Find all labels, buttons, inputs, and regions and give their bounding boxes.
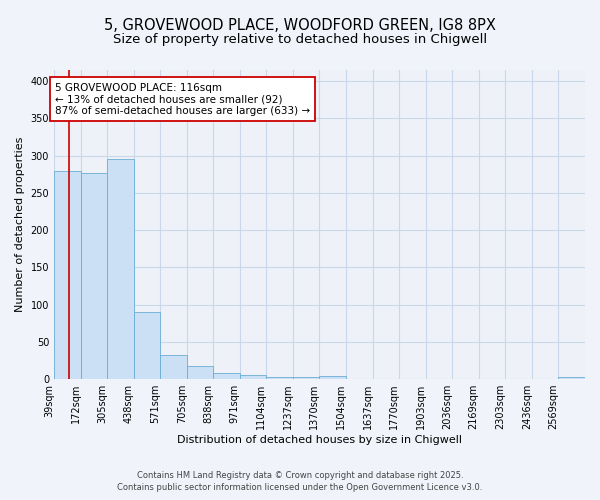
- Bar: [293, 377, 319, 379]
- Bar: [160, 354, 187, 379]
- Bar: [240, 374, 266, 379]
- Bar: [319, 376, 346, 379]
- Bar: [54, 170, 80, 379]
- Text: 5, GROVEWOOD PLACE, WOODFORD GREEN, IG8 8PX: 5, GROVEWOOD PLACE, WOODFORD GREEN, IG8 …: [104, 18, 496, 32]
- Text: Contains HM Land Registry data © Crown copyright and database right 2025.
Contai: Contains HM Land Registry data © Crown c…: [118, 471, 482, 492]
- Bar: [107, 160, 134, 379]
- Bar: [80, 173, 107, 379]
- Text: 5 GROVEWOOD PLACE: 116sqm
← 13% of detached houses are smaller (92)
87% of semi-: 5 GROVEWOOD PLACE: 116sqm ← 13% of detac…: [55, 82, 310, 116]
- Bar: [266, 377, 293, 379]
- Y-axis label: Number of detached properties: Number of detached properties: [15, 137, 25, 312]
- Bar: [134, 312, 160, 379]
- Text: Size of property relative to detached houses in Chigwell: Size of property relative to detached ho…: [113, 32, 487, 46]
- Bar: [559, 377, 585, 379]
- X-axis label: Distribution of detached houses by size in Chigwell: Distribution of detached houses by size …: [177, 435, 462, 445]
- Bar: [187, 366, 214, 379]
- Bar: [214, 373, 240, 379]
